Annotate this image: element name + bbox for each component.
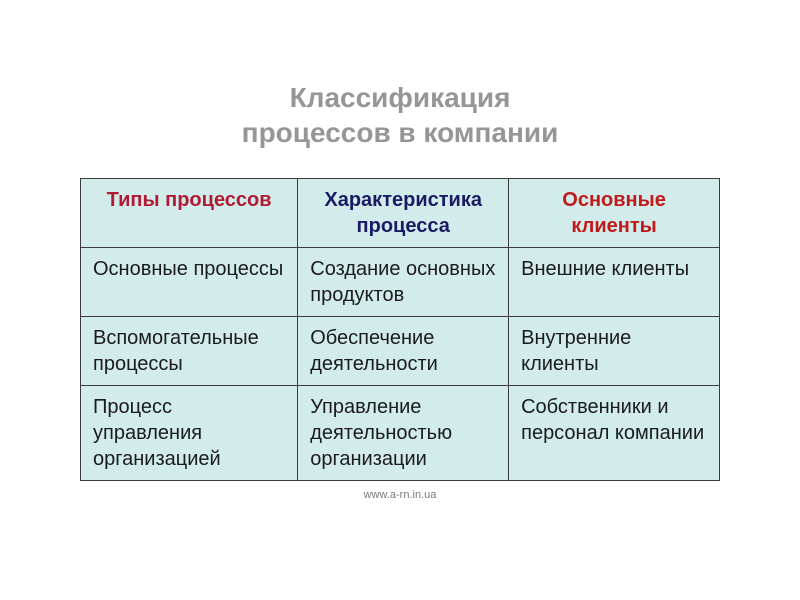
cell: Собственники и персонал компании <box>509 386 720 481</box>
title-line-2: процессов в компании <box>100 115 700 150</box>
col-header-characteristic: Характеристика процесса <box>298 179 509 248</box>
table-row: Вспомогательные процессы Обеспечение дея… <box>81 317 720 386</box>
col-header-clients: Основные клиенты <box>509 179 720 248</box>
cell: Внешние клиенты <box>509 248 720 317</box>
footer-url: www.a-rn.in.ua <box>0 489 800 501</box>
page-title: Классификация процессов в компании <box>100 80 700 150</box>
cell: Создание основных продуктов <box>298 248 509 317</box>
cell: Внутренние клиенты <box>509 317 720 386</box>
table-header-row: Типы процессов Характеристика процесса О… <box>81 179 720 248</box>
table-row: Основные процессы Создание основных прод… <box>81 248 720 317</box>
cell: Обеспечение деятельности <box>298 317 509 386</box>
cell: Процесс управления организацией <box>81 386 298 481</box>
title-line-1: Классификация <box>100 80 700 115</box>
col-header-types: Типы процессов <box>81 179 298 248</box>
cell: Основные процессы <box>81 248 298 317</box>
table-row: Процесс управления организацией Управлен… <box>81 386 720 481</box>
cell: Вспомогательные процессы <box>81 317 298 386</box>
cell: Управление деятельностью организации <box>298 386 509 481</box>
process-table: Типы процессов Характеристика процесса О… <box>80 178 720 481</box>
